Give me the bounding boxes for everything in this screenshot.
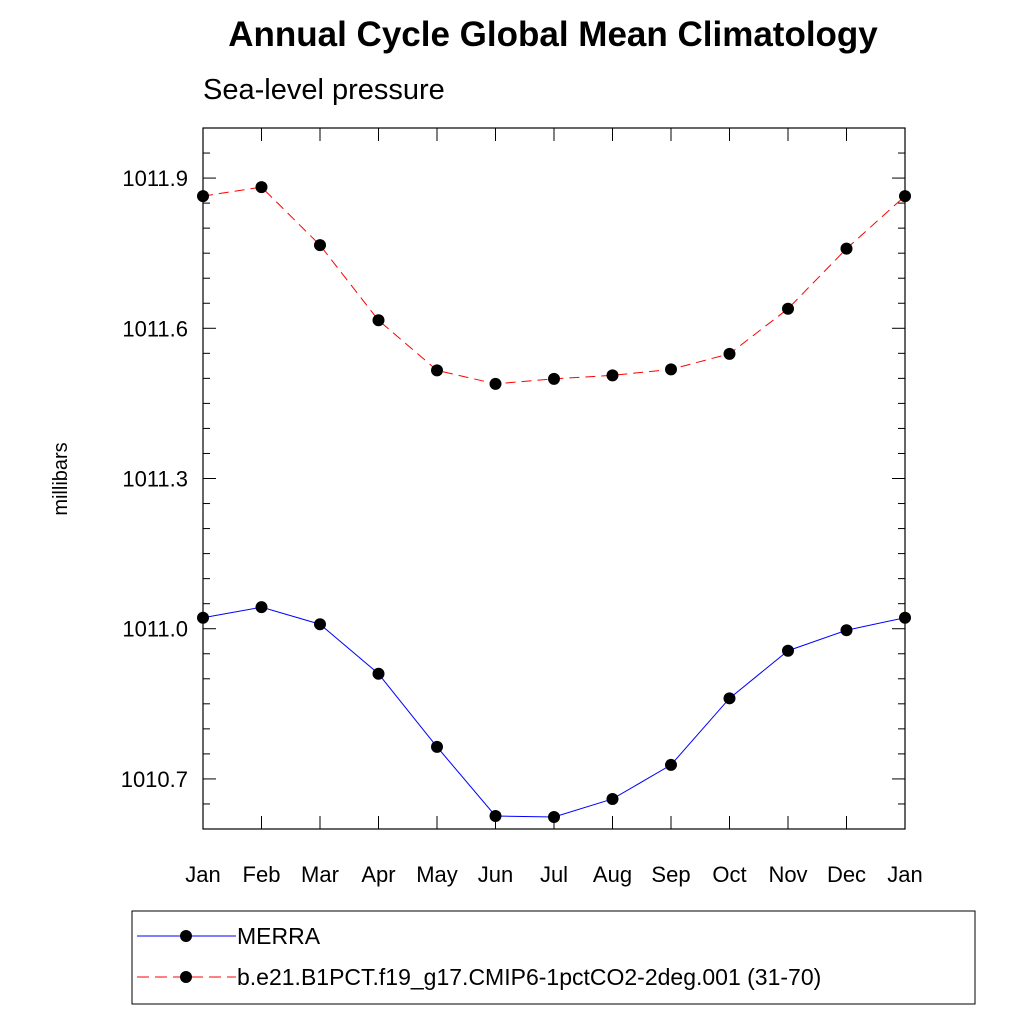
x-tick-label: Dec [827,862,866,887]
x-tick-label: Mar [301,862,339,887]
data-point-series-0 [372,667,385,680]
data-point-series-1 [431,364,443,377]
x-tick-labels: Jan Feb Mar Apr May Jun Jul Aug Sep Oct Nov Dec Jan [185,862,922,887]
data-point-series-0 [665,758,677,771]
data-point-series-1 [840,242,853,255]
x-tick-label: Nov [768,862,807,887]
y-tick-label: 1011.6 [122,316,188,341]
data-point-series-0 [548,810,560,823]
x-tick-label: Jun [478,862,513,887]
data-point-series-1 [723,347,736,360]
legend-label-merra: MERRA [237,923,321,949]
series-line-1 [202,186,906,385]
data-point-series-0 [723,692,736,705]
plot-frame [202,127,906,830]
data-point-series-1 [548,372,560,385]
data-point-series-1 [255,181,268,194]
data-point-series-0 [782,644,794,657]
x-tick-label: Feb [243,862,281,887]
data-point-series-0 [840,624,853,637]
x-tick-label: May [416,862,458,887]
series-line-0 [202,606,906,818]
y-tick-label: 1011.9 [122,166,188,191]
data-point-series-1 [606,369,619,382]
x-tick-label: Apr [361,862,395,887]
y-tick-label: 1011.0 [122,617,188,642]
x-tick-label: Jan [887,862,922,887]
axis-ticks [202,127,906,830]
data-point-series-0 [255,601,268,614]
data-point-series-0 [314,618,326,631]
x-tick-label: Jan [185,862,220,887]
data-point-series-1 [372,314,385,327]
legend-marker-merra [180,930,192,942]
data-point-series-1 [665,363,677,376]
y-tick-labels: 1010.7 1011.0 1011.3 1011.6 1011.9 [121,166,188,792]
chart-subtitle: Sea-level pressure [203,74,445,106]
data-point-series-0 [489,809,502,822]
x-tick-label: Aug [593,862,632,887]
chart-title: Annual Cycle Global Mean Climatology [228,15,878,54]
y-axis-label: millibars [50,442,72,515]
legend-box [131,910,976,1005]
y-tick-label: 1010.7 [121,767,188,792]
data-point-series-1 [782,302,794,315]
data-point-series-0 [606,792,619,805]
x-tick-label: Sep [651,862,690,887]
plot-series [197,181,911,823]
legend: MERRA b.e21.B1PCT.f19_g17.CMIP6-1pctCO2-… [131,910,976,1005]
data-point-series-0 [431,740,443,753]
data-point-series-1 [489,377,502,390]
y-tick-label: 1011.3 [122,467,188,492]
data-point-series-1 [314,239,326,252]
legend-label-cmip6: b.e21.B1PCT.f19_g17.CMIP6-1pctCO2-2deg.0… [237,964,821,990]
x-tick-label: Jul [540,862,568,887]
x-tick-label: Oct [712,862,746,887]
legend-marker-cmip6 [180,971,192,983]
